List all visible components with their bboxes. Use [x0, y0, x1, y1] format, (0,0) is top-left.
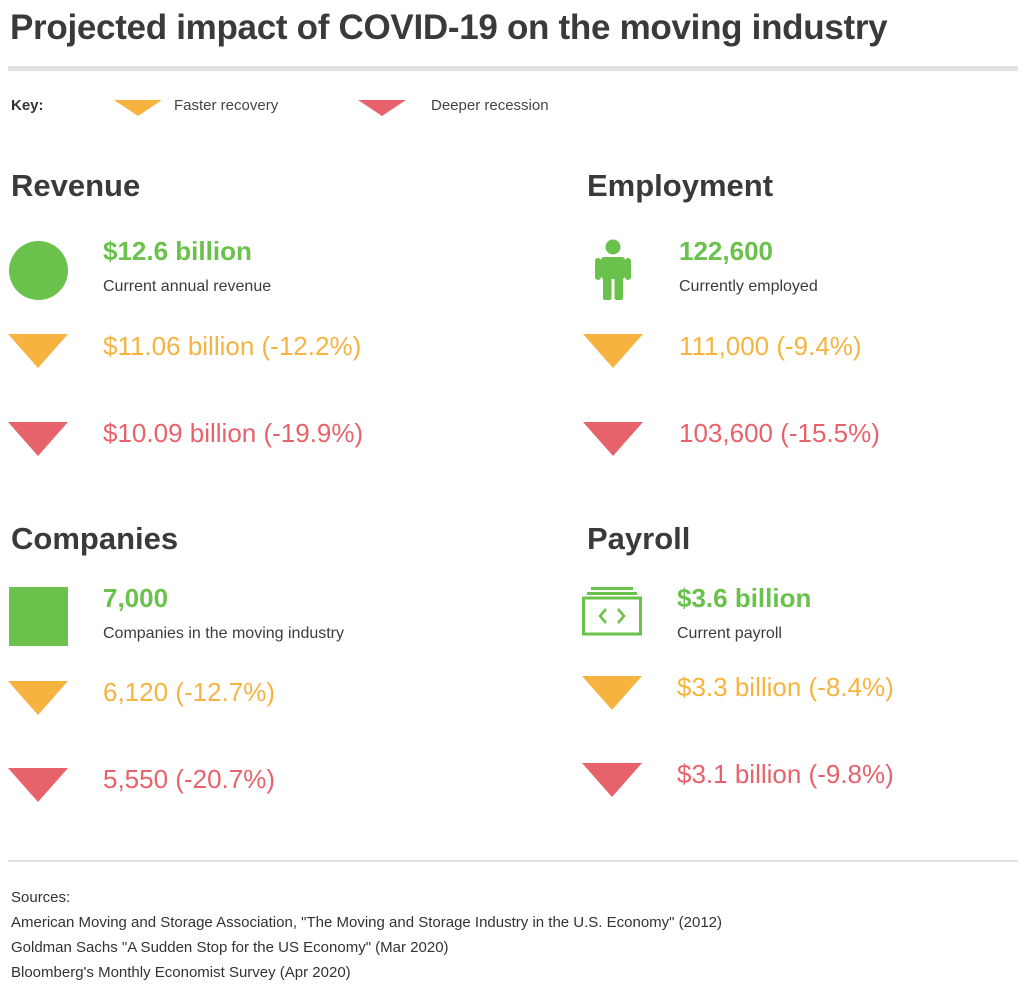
- deeper-recession-triangle-icon: [583, 422, 643, 456]
- deeper-recession-triangle-icon: [8, 422, 68, 456]
- square-icon: [9, 587, 68, 646]
- revenue-current-value: $12.6 billion: [103, 236, 252, 266]
- circle-icon: [9, 241, 68, 300]
- employment-faster-projection: 111,000 (-9.4%): [679, 331, 862, 361]
- employment-current-label: Currently employed: [679, 278, 818, 295]
- revenue-faster-projection: $11.06 billion (-12.2%): [103, 331, 362, 361]
- payroll-current-label: Current payroll: [677, 625, 782, 642]
- deeper-recession-triangle-icon: [582, 763, 642, 797]
- companies-faster-projection: 6,120 (-12.7%): [103, 677, 275, 707]
- divider: [8, 860, 1018, 862]
- employment-title: Employment: [587, 168, 774, 203]
- payroll-faster-projection: $3.3 billion (-8.4%): [677, 672, 894, 702]
- employment-deeper-projection: 103,600 (-15.5%): [679, 418, 880, 448]
- page-title: Projected impact of COVID-19 on the movi…: [10, 8, 888, 47]
- companies-deeper-projection: 5,550 (-20.7%): [103, 764, 275, 794]
- employment-current-value: 122,600: [679, 236, 773, 266]
- person-icon: [595, 239, 631, 300]
- money-stack-icon: [582, 587, 642, 636]
- key-deeper-label: Deeper recession: [431, 97, 549, 114]
- deeper-recession-triangle-icon: [358, 100, 406, 116]
- source-item: Goldman Sachs "A Sudden Stop for the US …: [11, 939, 449, 956]
- faster-recovery-triangle-icon: [583, 334, 643, 368]
- deeper-recession-triangle-icon: [8, 768, 68, 802]
- revenue-title: Revenue: [11, 168, 141, 203]
- companies-title: Companies: [11, 521, 179, 556]
- payroll-title: Payroll: [587, 521, 691, 556]
- source-item: Bloomberg's Monthly Economist Survey (Ap…: [11, 964, 351, 981]
- payroll-current-value: $3.6 billion: [677, 583, 812, 613]
- sources: Sources: American Moving and Storage Ass…: [11, 885, 722, 985]
- key-label: Key:: [11, 97, 44, 114]
- source-item: American Moving and Storage Association,…: [11, 914, 723, 931]
- sources-heading: Sources:: [11, 889, 71, 906]
- key-faster-label: Faster recovery: [174, 97, 279, 114]
- revenue-current-label: Current annual revenue: [103, 278, 272, 295]
- divider: [8, 66, 1018, 71]
- companies-current-value: 7,000: [103, 583, 169, 613]
- payroll-deeper-projection: $3.1 billion (-9.8%): [677, 759, 894, 789]
- companies-current-label: Companies in the moving industry: [103, 625, 345, 642]
- faster-recovery-triangle-icon: [8, 681, 68, 715]
- revenue-deeper-projection: $10.09 billion (-19.9%): [103, 418, 364, 448]
- faster-recovery-triangle-icon: [8, 334, 68, 368]
- faster-recovery-triangle-icon: [114, 100, 162, 116]
- faster-recovery-triangle-icon: [582, 676, 642, 710]
